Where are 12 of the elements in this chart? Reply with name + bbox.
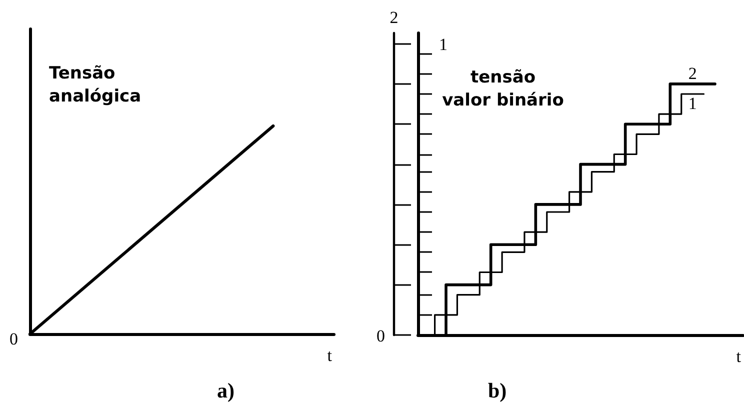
y-axis-title: Tensão analógica [49, 64, 142, 106]
annotation: tensão valor binário [442, 68, 564, 110]
text: 0 [376, 326, 385, 346]
y2-axis-title: 2 [390, 8, 398, 27]
text: 0 [10, 330, 18, 348]
text: b) [488, 378, 507, 402]
text: a) [217, 378, 234, 402]
series-label: 2 [688, 64, 697, 83]
y-axis-title: 1 [688, 94, 697, 114]
x-axis-title: t [736, 347, 742, 366]
legend-label: 1 [439, 35, 448, 54]
x-axis-title: t [327, 346, 332, 365]
